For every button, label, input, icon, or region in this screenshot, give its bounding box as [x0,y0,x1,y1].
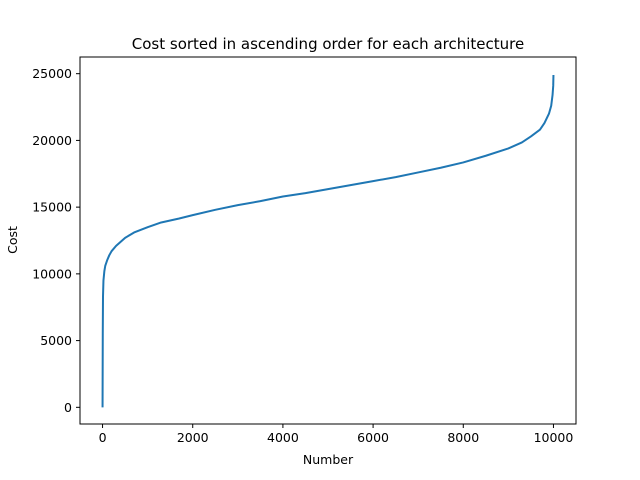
y-tick-label: 20000 [32,133,72,148]
axes-layer: 0 2000 4000 6000 8000 10000 0 5000 10000 15000 200… [32,66,573,445]
series-layer [101,74,555,408]
x-tick-label: 4000 [267,430,299,445]
y-tick-label: 25000 [32,66,72,81]
x-tick-label: 8000 [447,430,479,445]
y-tick-label: 5000 [40,333,72,348]
x-tick-label: 0 [99,430,107,445]
plot-frame [79,56,577,425]
x-tick-label: 6000 [357,430,389,445]
x-tick-label: 2000 [177,430,209,445]
x-axis-label: Number [303,452,354,467]
plot-area-background [80,57,576,424]
y-tick-label: 0 [64,400,72,415]
series-line [101,74,555,408]
y-tick-label: 10000 [32,266,72,281]
y-tick-label: 15000 [32,200,72,215]
y-axis-label: Cost [5,226,20,254]
chart-title: Cost sorted in ascending order for each … [132,35,524,53]
x-tick-label: 10000 [534,430,574,445]
